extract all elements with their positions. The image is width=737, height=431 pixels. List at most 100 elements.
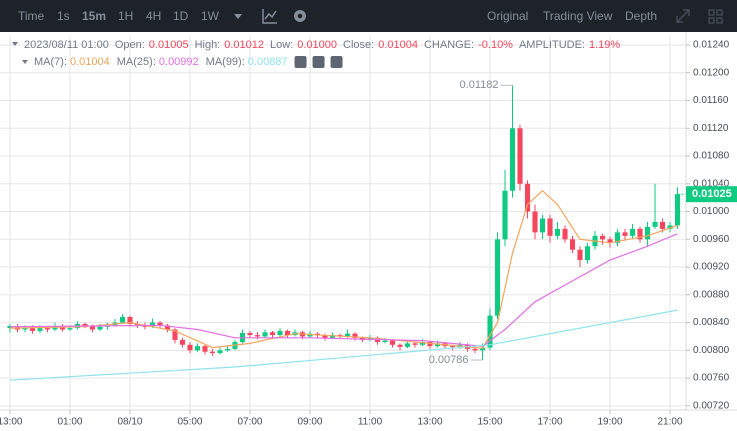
- ma-visibility-icon[interactable]: [294, 56, 307, 68]
- candle-body: [397, 344, 403, 347]
- ma-settings-icon[interactable]: [312, 56, 325, 68]
- collapse-icon[interactable]: [12, 42, 18, 46]
- y-tick-label: 0.01200: [693, 67, 730, 78]
- candle-body: [194, 346, 201, 351]
- interval-button[interactable]: 4H: [146, 9, 161, 23]
- candle-body: [224, 348, 231, 351]
- layout-icon[interactable]: [708, 9, 723, 24]
- interval-button[interactable]: 1D: [173, 9, 189, 23]
- collapse-icon[interactable]: [22, 60, 28, 64]
- x-tick-label: 11:00: [358, 417, 383, 428]
- candle-body: [674, 194, 681, 226]
- settings-icon[interactable]: [294, 10, 306, 22]
- candle-body: [277, 330, 283, 336]
- legend-value: 0.00887: [248, 56, 288, 68]
- candle-body: [127, 317, 133, 324]
- candle-body: [187, 344, 193, 351]
- fullscreen-icon[interactable]: [676, 9, 690, 23]
- ma-close-icon[interactable]: [330, 56, 343, 68]
- candle-body: [607, 239, 613, 243]
- info-label: AMPLITUDE:: [519, 39, 585, 51]
- candle-body: [134, 323, 141, 326]
- candle-body: [404, 343, 411, 347]
- legend-name: MA(25):: [117, 56, 156, 68]
- y-tick-label: 0.00800: [693, 345, 730, 356]
- info-value: 0.01005: [149, 39, 189, 51]
- candle-body: [427, 342, 433, 347]
- candle-body: [29, 328, 36, 331]
- candle-body: [389, 340, 396, 345]
- candle-body: [142, 325, 148, 327]
- info-label: CHANGE:: [424, 39, 474, 51]
- candle-body: [569, 239, 576, 250]
- candle-body: [329, 335, 336, 338]
- candle-body: [89, 326, 96, 330]
- candle-body: [82, 323, 88, 327]
- candle-body: [119, 317, 126, 323]
- candle-body: [629, 228, 636, 236]
- candle-body: [524, 183, 531, 212]
- info-value: 0.01004: [378, 39, 418, 51]
- candle-body: [269, 332, 276, 336]
- candle-body: [614, 232, 621, 243]
- candle-body: [667, 225, 673, 229]
- candle-body: [157, 322, 163, 326]
- indicator-icon[interactable]: [262, 9, 277, 24]
- candle-body: [659, 221, 666, 229]
- candle-body: [434, 343, 441, 347]
- candle-body: [344, 333, 351, 337]
- candle-body: [449, 346, 456, 348]
- toolbar: [0, 0, 737, 32]
- dropdown-icon[interactable]: [234, 14, 242, 19]
- candle-body: [97, 326, 103, 330]
- x-tick-label: 13:00: [0, 417, 23, 428]
- candle-body: [284, 330, 291, 336]
- view-tab[interactable]: Original: [487, 9, 528, 23]
- candle-body: [479, 347, 486, 351]
- candle-body: [179, 339, 186, 345]
- y-tick-label: 0.01240: [693, 40, 730, 51]
- y-tick-label: 0.00960: [693, 234, 730, 245]
- candle-body: [172, 329, 178, 340]
- interval-button[interactable]: 1H: [118, 9, 133, 23]
- info-value: 0.01000: [297, 39, 337, 51]
- info-label: Low:: [270, 39, 293, 51]
- candle-body: [644, 226, 651, 240]
- ma-line: [9, 233, 678, 347]
- x-tick-label: 13:00: [417, 417, 442, 428]
- ma-line: [9, 309, 678, 381]
- candle-body: [202, 346, 208, 352]
- candle-body: [494, 239, 501, 316]
- interval-button[interactable]: Time: [18, 9, 45, 23]
- view-tab[interactable]: Trading View: [543, 9, 613, 23]
- candle-body: [509, 128, 516, 191]
- candle-date: 2023/08/11 01:00: [24, 39, 109, 51]
- candle-body: [517, 128, 523, 184]
- interval-button[interactable]: 1s: [57, 9, 70, 23]
- candle-body: [562, 228, 568, 240]
- legend-value: 0.00992: [159, 56, 199, 68]
- candle-body: [247, 332, 253, 336]
- candle-body: [652, 221, 658, 227]
- y-tick-label: 0.00720: [693, 400, 730, 411]
- candle-body: [539, 218, 546, 233]
- x-tick-label: 05:00: [177, 417, 202, 428]
- y-tick-label: 0.01160: [693, 95, 729, 106]
- interval-button[interactable]: 1W: [201, 9, 220, 23]
- legend-name: MA(7):: [34, 56, 67, 68]
- x-tick-label: 17:00: [537, 417, 562, 428]
- candle-body: [472, 348, 478, 351]
- view-tab[interactable]: Depth: [625, 9, 657, 23]
- x-tick-label: 15:00: [477, 417, 502, 428]
- candle-body: [577, 249, 583, 261]
- candle-body: [502, 190, 508, 240]
- info-value: 1.19%: [589, 39, 620, 51]
- candle-body: [164, 325, 171, 330]
- x-tick-label: 08/10: [117, 417, 142, 428]
- candle-body: [37, 328, 43, 331]
- candle-body: [382, 340, 388, 342]
- interval-button[interactable]: 15m: [82, 9, 106, 23]
- candle-body: [149, 322, 156, 327]
- info-label: Open:: [115, 39, 145, 51]
